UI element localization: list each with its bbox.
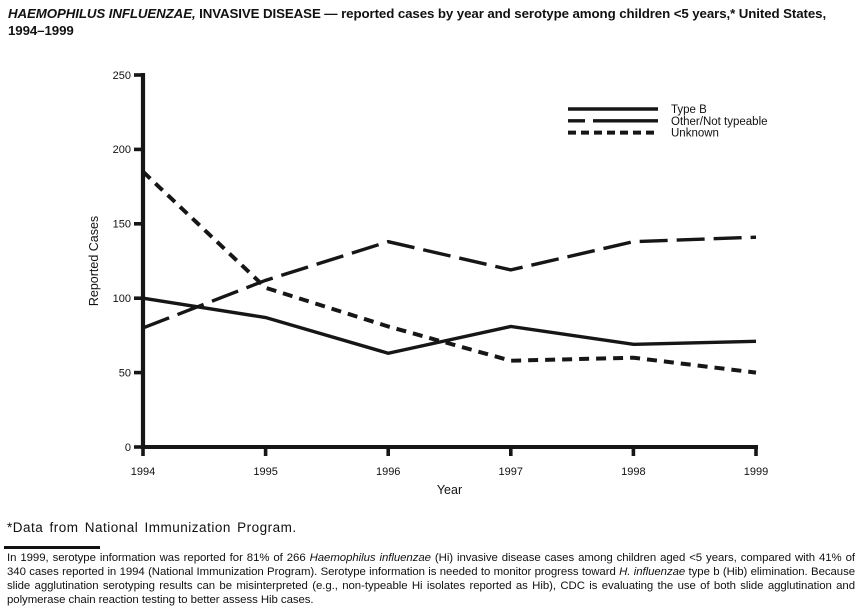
body-italic-segment: H. influenzae	[619, 565, 686, 578]
series-line-unknown	[141, 170, 757, 375]
y-axis-title: Reported Cases	[87, 216, 101, 306]
divider-rule	[4, 546, 100, 549]
y-tick-label: 50	[119, 367, 131, 379]
y-tick-label: 100	[113, 293, 131, 305]
body-italic-segment: Haemophilus influenzae	[309, 552, 431, 564]
footnote: *Data from National Immunization Program…	[7, 520, 297, 535]
x-tick-label: 1995	[253, 466, 277, 478]
x-tick-label: 1994	[131, 466, 155, 478]
x-tick-label: 1999	[744, 466, 768, 478]
body-paragraph: In 1999, serotype information was report…	[7, 552, 855, 608]
y-tick-label: 200	[113, 144, 131, 156]
x-tick-label: 1997	[499, 466, 523, 478]
x-tick-label: 1998	[621, 466, 645, 478]
chart-title: HAEMOPHILUS INFLUENZAE, INVASIVE DISEASE…	[8, 5, 856, 39]
title-italic-part: HAEMOPHILUS INFLUENZAE,	[8, 6, 196, 21]
line-chart: 0 50 100 150 200 250 1994 1995 1996 1997 1998 1999 R…	[87, 70, 768, 497]
legend-label: Unknown	[671, 128, 719, 140]
body-text-segment: (Hi) invasive disease cases among childr…	[7, 552, 855, 578]
body-text-segment: type b (Hib) elimination. Because slide …	[7, 565, 856, 606]
x-tick-label: 1996	[376, 466, 400, 478]
legend-label: Type B	[671, 104, 707, 116]
y-tick-label: 150	[113, 219, 131, 231]
y-tick-label: 250	[113, 70, 131, 82]
series-line-other-not-typeable	[142, 235, 757, 330]
body-text-segment: In 1999, serotype information was report…	[7, 552, 310, 564]
y-tick-label: 0	[125, 442, 131, 454]
series-line-type-b	[142, 296, 757, 356]
legend-label: Other/Not typeable	[671, 116, 768, 128]
x-axis-title: Year	[437, 483, 462, 497]
title-bold-part: INVASIVE DISEASE — reported cases by yea…	[8, 6, 827, 38]
